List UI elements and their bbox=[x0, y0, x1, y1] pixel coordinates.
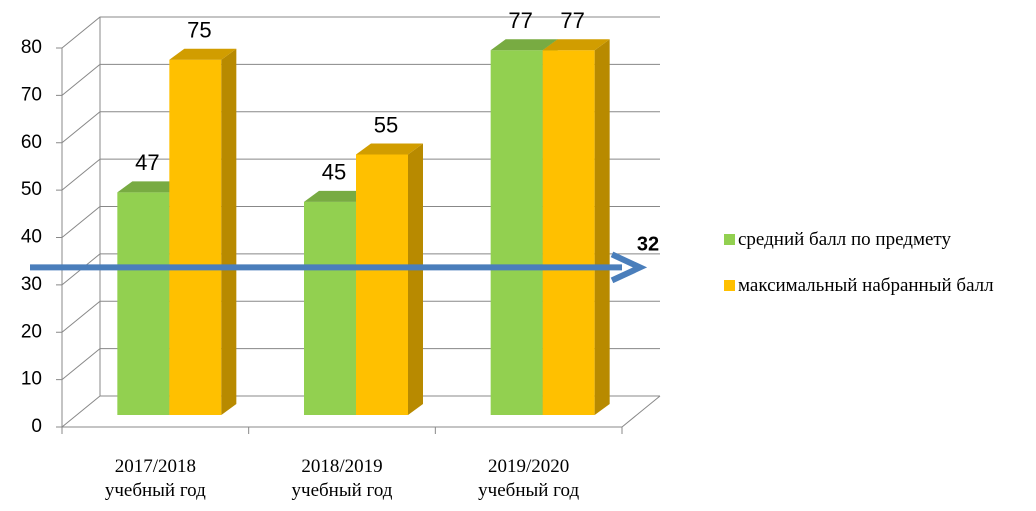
y-tick-label: 70 bbox=[21, 84, 42, 105]
y-tick-label: 50 bbox=[21, 179, 42, 200]
grid-line bbox=[61, 206, 660, 238]
bar-front bbox=[304, 201, 356, 415]
bar-top bbox=[117, 181, 185, 193]
bar bbox=[542, 39, 610, 416]
reference-arrow bbox=[30, 251, 648, 284]
grid-line bbox=[61, 348, 660, 381]
bar-side bbox=[221, 48, 237, 415]
data-label: 55 bbox=[374, 112, 398, 137]
legend-swatch bbox=[724, 234, 735, 245]
y-tick-label: 10 bbox=[21, 369, 42, 390]
data-label: 47 bbox=[135, 150, 159, 175]
x-tick-label: 2019/2020 учебный год bbox=[478, 456, 580, 501]
bar-top bbox=[304, 190, 371, 202]
bar-top bbox=[542, 39, 610, 51]
bar-top bbox=[356, 143, 423, 155]
bar-front bbox=[490, 50, 543, 416]
data-label: 75 bbox=[187, 18, 211, 43]
y-tick-label: 60 bbox=[21, 132, 42, 153]
grid-line bbox=[61, 158, 660, 191]
grid-line bbox=[61, 253, 660, 286]
grid-line bbox=[61, 63, 660, 96]
data-label: 77 bbox=[560, 8, 584, 33]
data-label: 77 bbox=[508, 8, 532, 33]
data-label: 45 bbox=[322, 160, 346, 185]
bar bbox=[356, 143, 423, 415]
grid-line bbox=[61, 300, 660, 333]
y-tick-label: 80 bbox=[21, 37, 42, 58]
x-tick-label: 2018/2019 учебный год bbox=[291, 456, 393, 501]
legend-label: средний балл по предмету bbox=[738, 229, 951, 250]
y-tick-label: 20 bbox=[21, 321, 42, 342]
bar-side bbox=[408, 143, 423, 415]
grid-line bbox=[61, 16, 660, 49]
grid-line bbox=[61, 395, 660, 428]
y-tick-label: 0 bbox=[31, 416, 42, 437]
legend-item: максимальный набранный балл bbox=[724, 274, 1024, 298]
legend-swatch bbox=[724, 280, 735, 291]
bar-side bbox=[594, 39, 610, 416]
bar-front bbox=[117, 192, 170, 415]
legend-label: максимальный набранный балл bbox=[738, 275, 994, 296]
y-tick-label: 30 bbox=[21, 274, 42, 295]
bar-front bbox=[169, 59, 222, 415]
x-tick-label: 2017/2018 учебный год bbox=[104, 456, 206, 501]
bar-front bbox=[542, 50, 595, 416]
y-tick-label: 40 bbox=[21, 227, 42, 248]
legend-item: средний балл по предмету bbox=[724, 228, 1024, 252]
arrow-head bbox=[610, 251, 648, 284]
bar bbox=[169, 48, 237, 415]
grid-line bbox=[61, 111, 660, 144]
bar-top bbox=[169, 48, 237, 60]
bar-top bbox=[490, 39, 558, 51]
reference-label: 32 bbox=[637, 234, 659, 256]
bar-front bbox=[356, 154, 408, 415]
